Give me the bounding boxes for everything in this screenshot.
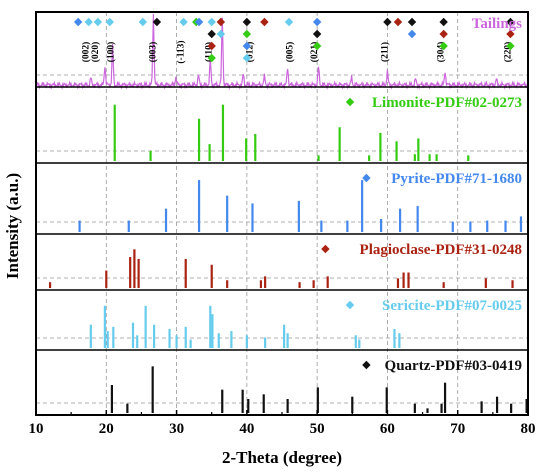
quartz-diamond-icon xyxy=(152,17,162,27)
quartz-diamond-icon xyxy=(383,17,392,27)
phase-label: Plagioclase-PDF#31-0248 xyxy=(360,242,522,258)
x-tick-label: 10 xyxy=(29,421,44,437)
limonite-diamond-icon xyxy=(345,97,355,107)
quartz-diamond-icon xyxy=(439,17,448,27)
pyrite-diamond-icon xyxy=(242,41,252,51)
limonite-diamond-icon xyxy=(207,53,216,63)
phase-label: Quartz-PDF#03-0419 xyxy=(385,358,522,374)
miller-index-label: (003) xyxy=(147,42,158,63)
sericite-diamond-icon xyxy=(93,17,103,27)
sericite-diamond-icon xyxy=(284,17,294,27)
sericite-diamond-icon xyxy=(84,17,93,27)
pyrite-diamond-icon xyxy=(73,17,83,27)
x-tick-label: 80 xyxy=(521,421,536,437)
quartz-diamond-icon xyxy=(506,17,515,27)
sericite-diamond-icon xyxy=(216,29,226,39)
limonite-diamond-icon xyxy=(312,41,322,51)
miller-index-label: (005) xyxy=(285,42,296,63)
plot-frame xyxy=(35,11,529,416)
sericite-diamond-icon xyxy=(105,17,114,27)
pattern-panels: (002) (020) (100) (003) (-113) (110) (012) (005… xyxy=(35,13,529,413)
pyrite-diamond-icon xyxy=(407,29,417,39)
plagioclase-diamond-icon xyxy=(260,17,269,27)
phase-label: Sericite-PDF#07-0025 xyxy=(382,298,522,314)
x-axis-label: 2-Theta (degree) xyxy=(222,448,342,467)
quartz-diamond-icon xyxy=(362,360,371,370)
phase-label: Limonite-PDF#02-0273 xyxy=(372,95,522,111)
sericite-diamond-icon xyxy=(242,53,252,63)
miller-index-label: (304) xyxy=(436,42,447,63)
plagioclase-diamond-icon xyxy=(439,29,448,39)
phase-label: Pyrite-PDF#71-1680 xyxy=(391,171,522,187)
panel-limonite: Limonite-PDF#02-0273 xyxy=(36,95,528,161)
limonite-diamond-icon xyxy=(242,29,252,39)
y-axis-label: Intensity (a.u.) xyxy=(3,173,22,279)
miller-index-label: (012) xyxy=(244,42,255,63)
x-tick-label: 50 xyxy=(310,421,325,437)
quartz-diamond-icon xyxy=(242,17,252,27)
phase-label: Tailings xyxy=(472,16,522,32)
x-tick-label: 70 xyxy=(450,421,465,437)
panel-quartz: Quartz-PDF#03-0419 xyxy=(36,358,528,413)
pyrite-diamond-icon xyxy=(362,173,371,183)
quartz-diamond-icon xyxy=(312,29,322,39)
miller-index-label: (002) xyxy=(81,42,92,63)
plagioclase-diamond-icon xyxy=(207,41,216,51)
plagioclase-diamond-icon xyxy=(216,17,226,27)
miller-index-label: (110) xyxy=(204,42,215,62)
limonite-diamond-icon xyxy=(439,41,448,51)
plagioclase-diamond-icon xyxy=(393,17,403,27)
quartz-diamond-icon xyxy=(407,17,417,27)
x-tick-label: 30 xyxy=(169,421,184,437)
sericite-diamond-icon xyxy=(345,300,355,310)
diffraction-curve xyxy=(35,13,529,91)
quartz-diamond-icon xyxy=(207,29,216,39)
x-tick-label: 20 xyxy=(99,421,114,437)
sericite-diamond-icon xyxy=(138,17,148,27)
miller-index-label: (220) xyxy=(502,42,513,63)
x-tick-label: 40 xyxy=(239,421,254,437)
sericite-diamond-icon xyxy=(207,17,216,27)
x-tick-label: 60 xyxy=(380,421,395,437)
miller-index-label: (-113) xyxy=(176,40,187,63)
plagioclase-diamond-icon xyxy=(321,244,330,254)
panel-plagioclase: Plagioclase-PDF#31-0248 xyxy=(36,242,528,288)
plagioclase-diamond-icon xyxy=(506,29,515,39)
miller-index-label: (211) xyxy=(379,42,390,62)
panel-sericite: Sericite-PDF#07-0025 xyxy=(36,298,528,348)
plot-border xyxy=(35,11,529,416)
grid-lines xyxy=(105,12,459,415)
miller-index-label: (020) xyxy=(90,42,101,63)
sericite-diamond-icon xyxy=(179,17,188,27)
pyrite-diamond-icon xyxy=(194,17,204,27)
miller-index-label: (021) xyxy=(309,42,320,63)
pyrite-diamond-icon xyxy=(312,17,322,27)
panel-tailings: (002) (020) (100) (003) (-113) (110) (012) (005… xyxy=(35,13,529,91)
panel-pyrite: Pyrite-PDF#71-1680 xyxy=(36,171,528,232)
miller-index-label: (100) xyxy=(105,42,116,63)
limonite-diamond-icon xyxy=(506,41,515,51)
x-axis-ticks: 10 20 30 40 50 60 70 80 xyxy=(29,410,536,437)
